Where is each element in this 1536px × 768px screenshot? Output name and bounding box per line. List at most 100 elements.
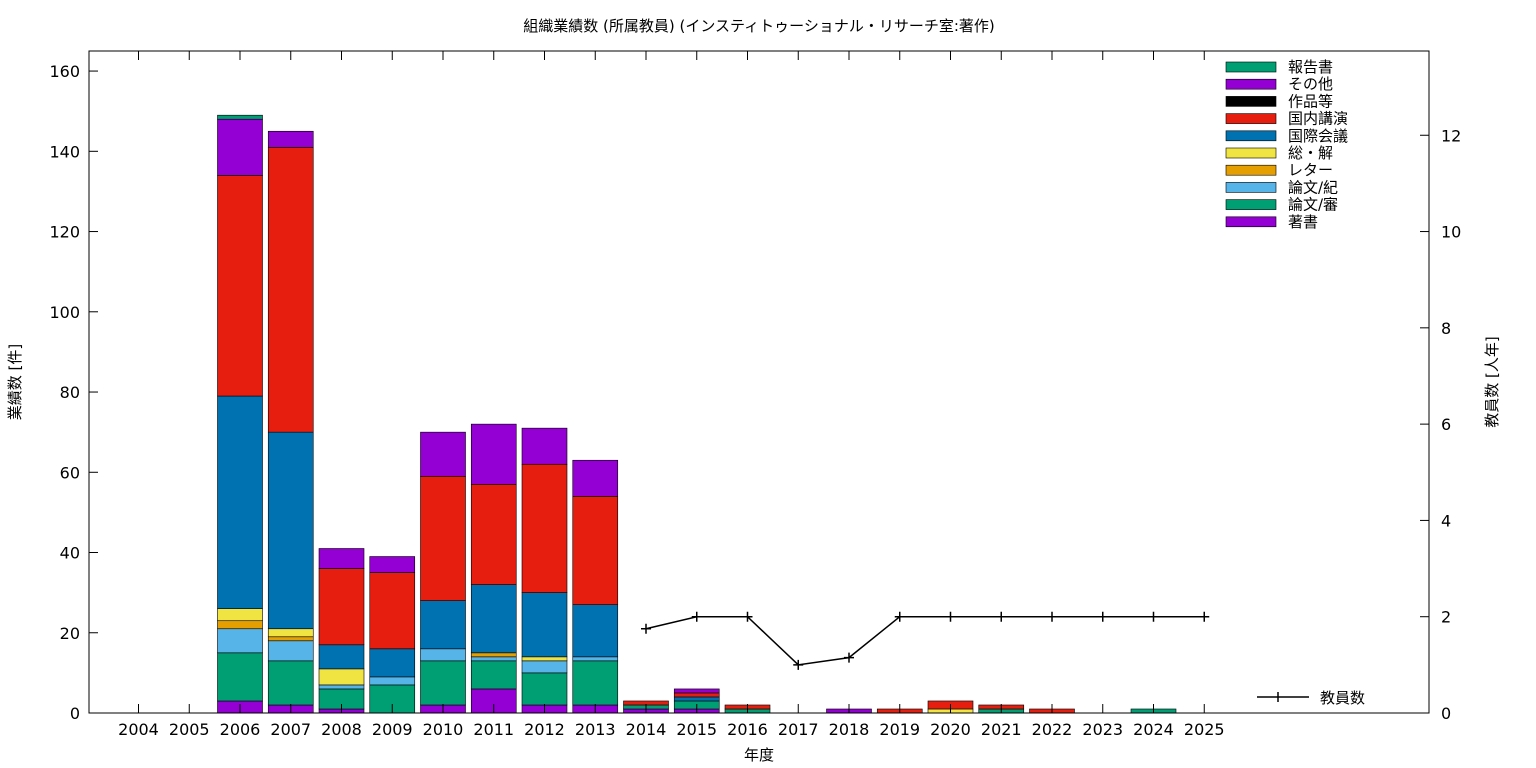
y2-tick-label: 2 — [1441, 608, 1451, 627]
legend-label: 報告書 — [1288, 58, 1333, 76]
y-tick-label: 40 — [60, 544, 80, 563]
legend-swatch — [1225, 96, 1277, 107]
legend-label: レター — [1288, 161, 1333, 179]
bar-2006-series-4 — [217, 608, 263, 622]
x-axis-title: 年度 — [744, 746, 774, 764]
y-tick-label: 160 — [49, 62, 80, 81]
bar-2009-series-2 — [369, 676, 416, 686]
y-axis: 0 20 40 60 80 100 120 140 160 — [49, 62, 98, 723]
bar-2006-series-5 — [217, 395, 263, 609]
line-point-2019 — [894, 611, 905, 622]
bar-2012-series-6 — [521, 463, 568, 593]
x-tick-label: 2021 — [981, 720, 1022, 739]
bar-2010-series-1 — [420, 660, 466, 706]
line-point-2015 — [691, 611, 702, 622]
bar-2013-series-1 — [572, 660, 619, 706]
y-tick-label: 140 — [49, 142, 80, 161]
bar-2007-series-6 — [267, 146, 314, 433]
x-tick-label: 2006 — [220, 720, 261, 739]
bar-2015-series-8 — [673, 688, 720, 694]
bar-2010-series-8 — [420, 431, 466, 477]
y-tick-label: 100 — [49, 303, 80, 322]
y2-axis: 0 2 4 6 8 10 12 — [1420, 126, 1461, 723]
x-tick-label: 2004 — [118, 720, 159, 739]
bar-2015-series-6 — [673, 692, 720, 698]
legend-swatch — [1225, 216, 1277, 228]
bar-2011-series-2 — [470, 656, 517, 662]
bar-2012-series-5 — [521, 592, 568, 658]
bar-2006-series-6 — [217, 175, 263, 397]
bar-2013-series-2 — [572, 656, 619, 662]
bar-2007-series-5 — [267, 431, 314, 630]
x-tick-label: 2013 — [575, 720, 616, 739]
legend-label-line: 教員数 — [1320, 689, 1365, 707]
legend-label: 論文/紀 — [1288, 178, 1338, 196]
legend-swatch — [1225, 164, 1277, 176]
x-tick-label: 2014 — [626, 720, 667, 739]
bar-2008-series-2 — [318, 684, 365, 690]
bar-2013-series-6 — [572, 496, 619, 605]
legend-label: 国際会議 — [1288, 127, 1348, 145]
line-point-2016 — [742, 611, 753, 622]
y2-axis-title: 教員数 [人年] — [1483, 336, 1501, 427]
bar-2012-series-2 — [521, 660, 568, 674]
bar-2008-series-6 — [318, 568, 365, 646]
x-tick-label: 2012 — [524, 720, 565, 739]
y2-tick-label: 8 — [1441, 319, 1451, 338]
x-tick-label: 2008 — [321, 720, 362, 739]
x-tick-label: 2015 — [676, 720, 717, 739]
y2-tick-label: 4 — [1441, 511, 1451, 530]
bar-2009-series-8 — [369, 556, 416, 573]
bar-2012-series-4 — [521, 656, 568, 662]
bar-2009-series-6 — [369, 572, 416, 650]
bar-2015-series-5 — [673, 696, 720, 702]
x-tick-label: 2010 — [423, 720, 464, 739]
y2-tick-label: 0 — [1441, 704, 1451, 723]
plot-frame — [88, 50, 1430, 714]
x-tick-label: 2011 — [473, 720, 514, 739]
legend-swatch — [1225, 78, 1277, 90]
x-tick-label: 2019 — [879, 720, 920, 739]
x-tick-label: 2020 — [930, 720, 971, 739]
x-tick-label: 2007 — [270, 720, 311, 739]
legend-swatch — [1225, 130, 1277, 142]
line-point-2014 — [641, 623, 651, 634]
legend-label: その他 — [1288, 75, 1333, 93]
bar-2006-series-2 — [217, 628, 263, 654]
x-tick-label: 2025 — [1184, 720, 1225, 739]
line-point-2020 — [945, 611, 956, 622]
bar-2011-series-1 — [470, 660, 517, 690]
y-tick-label: 0 — [70, 704, 80, 723]
line-point-2024 — [1148, 611, 1159, 622]
x-tick-label: 2024 — [1133, 720, 1174, 739]
y-axis-title: 業績数 [件] — [6, 344, 24, 420]
line-point-2025 — [1199, 611, 1210, 622]
chart-title: 組織業績数 (所属教員) (インスティトゥーショナル・リサーチ室:著作) — [523, 17, 995, 35]
bar-2010-series-5 — [420, 600, 466, 650]
line-faculty-count — [645, 615, 1205, 666]
x-tick-label: 2005 — [169, 720, 210, 739]
bar-2010-series-6 — [420, 475, 466, 601]
x-tick-label: 2022 — [1032, 720, 1073, 739]
legend-swatch — [1225, 199, 1277, 210]
bar-2008-series-4 — [318, 668, 365, 686]
x-tick-label: 2023 — [1082, 720, 1123, 739]
bar-2008-series-8 — [318, 548, 365, 569]
bar-2008-series-5 — [318, 644, 365, 670]
bar-2011-series-6 — [470, 484, 517, 585]
bar-2006-series-8 — [217, 118, 263, 176]
bar-2012-series-8 — [521, 427, 568, 465]
y2-tick-label: 6 — [1441, 415, 1451, 434]
x-tick-label: 2009 — [372, 720, 413, 739]
x-tick-label: 2018 — [829, 720, 870, 739]
bar-2007-series-8 — [267, 130, 314, 148]
line-point-2021 — [996, 611, 1007, 622]
legend-swatch — [1225, 147, 1277, 159]
x-axis: 2004 2005 2006 2007 2008 2009 2010 2011 2012 2013… — [118, 51, 1225, 739]
bar-2007-series-2 — [267, 640, 314, 662]
line-point-2022 — [1047, 611, 1057, 622]
bar-2006-series-1 — [217, 652, 263, 702]
bar-2006-series-9 — [217, 114, 263, 120]
